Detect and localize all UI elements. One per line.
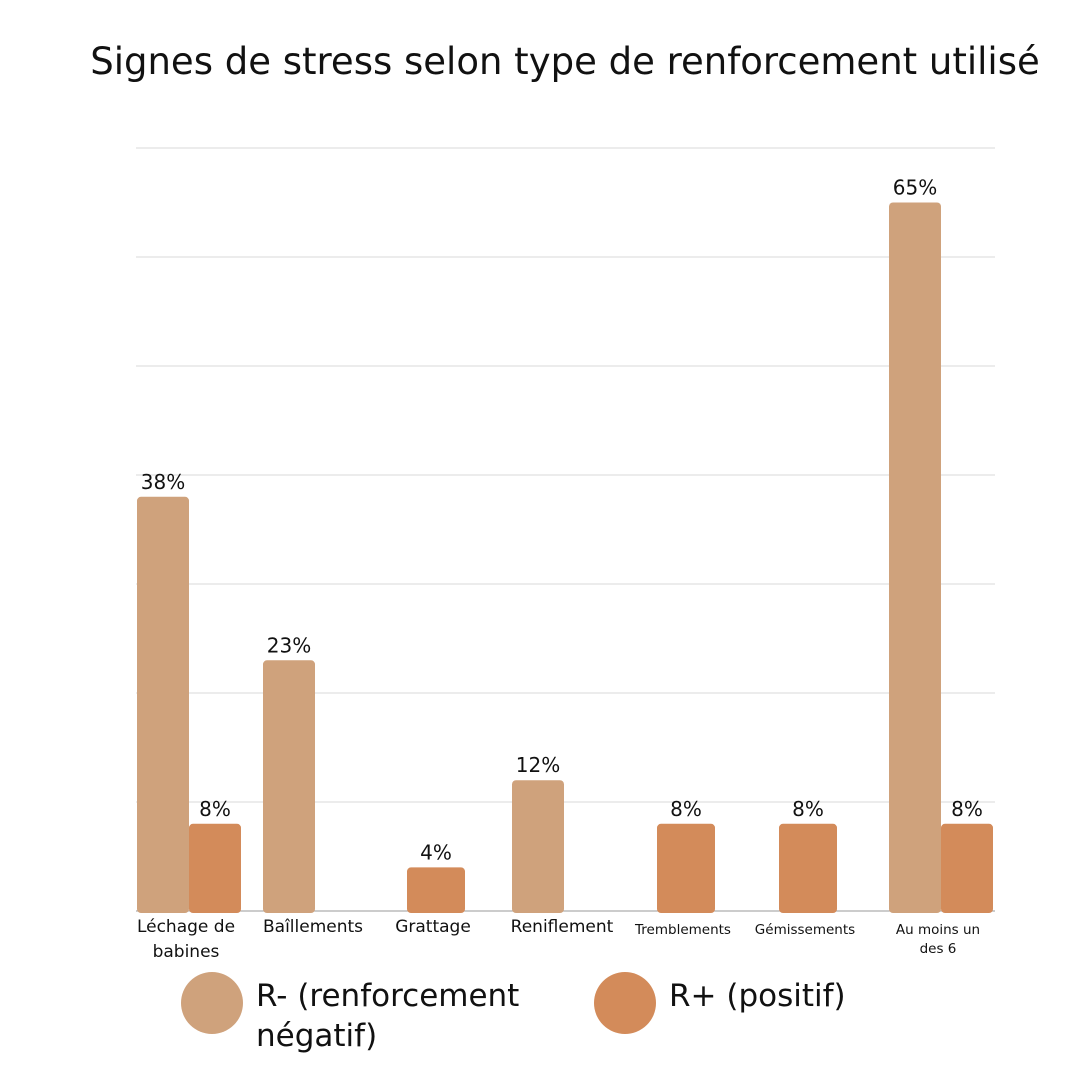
data-label: 65% <box>893 176 937 200</box>
legend-item-negative: R- (renforcement négatif) <box>181 972 556 1056</box>
data-label: 38% <box>141 470 185 494</box>
data-label: 8% <box>199 797 231 821</box>
bar-positive-2 <box>407 867 465 913</box>
data-label: 8% <box>951 797 983 821</box>
chart-title: Signes de stress selon type de renforcem… <box>90 40 1040 83</box>
legend-swatch-negative <box>181 972 243 1034</box>
bar-negative-3 <box>512 780 564 913</box>
data-label: 8% <box>670 797 702 821</box>
bar-positive-5 <box>779 823 837 913</box>
data-label: 23% <box>267 633 311 657</box>
category-label: Tremblements <box>634 922 731 938</box>
data-label: 8% <box>792 797 824 821</box>
category-label: Gémissements <box>755 922 855 938</box>
bar-negative-6 <box>889 202 941 913</box>
data-label: 4% <box>420 840 452 864</box>
bar-negative-0 <box>137 496 189 913</box>
bar-positive-0 <box>189 823 241 913</box>
category-label: Reniflement <box>511 917 614 937</box>
bar-positive-6 <box>941 823 993 913</box>
legend-label-positive: R+ (positif) <box>669 978 846 1014</box>
category-label: Léchage de babines <box>137 917 235 962</box>
bar-positive-4 <box>657 823 715 913</box>
legend-label-negative: R- (renforcement négatif) <box>256 978 520 1054</box>
category-label: Au moins un des 6 <box>896 922 980 957</box>
legend-swatch-positive <box>594 972 656 1034</box>
category-label: Grattage <box>395 917 471 937</box>
legend-item-positive: R+ (positif) <box>594 972 846 1034</box>
category-label: Baîllements <box>263 917 363 937</box>
data-label: 12% <box>516 753 560 777</box>
bar-negative-1 <box>263 660 315 913</box>
